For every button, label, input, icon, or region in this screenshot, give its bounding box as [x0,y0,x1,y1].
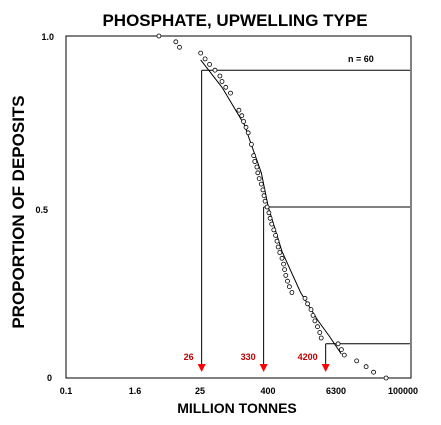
percentile-arrow [321,364,330,372]
data-point [258,181,264,187]
data-point [245,130,251,136]
plot-frame [65,35,412,379]
data-point [371,369,377,375]
data-point [273,232,279,238]
data-point [219,79,225,84]
y-tick-label: 1.0 [41,32,54,42]
data-point [274,238,280,244]
y-axis-title: PROPORTION OF DEPOSITS [9,95,28,328]
data-point [383,375,389,381]
data-point [248,141,254,147]
sample-size-label: n = 60 [348,54,374,64]
data-point [312,318,318,324]
x-tick-label: 400 [260,386,275,396]
data-points [156,33,389,381]
data-point [354,358,360,364]
data-point [261,193,267,199]
data-point [363,364,369,370]
data-point [283,272,289,278]
x-tick-label: 6300 [326,386,346,396]
y-tick-labels: 1.0 0.5 0 [35,32,54,383]
data-point [217,73,223,79]
data-point [281,261,287,267]
x-tick-label: 100000 [388,386,418,396]
data-point [315,324,320,330]
data-point [338,347,344,353]
data-point [255,170,261,176]
data-point [275,244,281,250]
x-tick-label: 0.1 [60,386,73,396]
data-point [254,164,260,170]
data-point [173,39,179,45]
y-tick-label: 0.5 [35,205,48,215]
data-point [243,124,249,130]
data-point [228,90,233,96]
data-point [335,341,341,347]
data-point [262,198,268,204]
data-point [267,215,273,221]
x-tick-label: 25 [195,386,205,396]
data-point [241,119,247,124]
x-tick-labels: 0.1 1.6 25 400 6300 100000 [60,386,418,396]
percentile-label: 4200 [298,352,318,362]
data-point [317,330,323,335]
data-point [252,159,258,164]
x-tick-label: 1.6 [129,386,142,396]
y-tick-label: 0 [47,373,52,383]
data-point [207,62,213,67]
data-point [223,84,229,90]
data-point [198,50,204,56]
percentile-label: 330 [241,352,256,362]
data-point [202,56,208,62]
percentile-label: 26 [184,352,194,362]
data-point [302,295,308,301]
chart-title: PHOSPHATE, UPWELLING TYPE [102,11,367,30]
data-point [341,352,347,358]
percentile-arrow [259,364,268,372]
data-point [251,153,257,159]
data-point [156,33,162,39]
data-point [310,312,316,318]
data-point [289,290,295,295]
data-point [260,187,266,193]
data-point [212,67,218,73]
data-point [318,335,324,341]
data-point [271,227,277,233]
data-point [282,267,288,273]
data-point [286,284,292,290]
data-point [277,250,283,255]
data-point [279,255,285,261]
data-point [177,44,182,50]
data-point [266,210,272,216]
data-point [264,204,270,210]
percentile-arrow [197,364,206,372]
data-point [285,278,290,284]
data-point [305,301,311,307]
data-point [269,221,275,227]
data-point [239,113,245,119]
data-point [236,107,242,113]
data-point [308,307,314,313]
data-point [256,176,262,182]
percentile-markers: 26 330 4200 [184,352,330,372]
percentile-guides [201,69,410,364]
x-axis-title: MILLION TONNES [177,400,297,416]
